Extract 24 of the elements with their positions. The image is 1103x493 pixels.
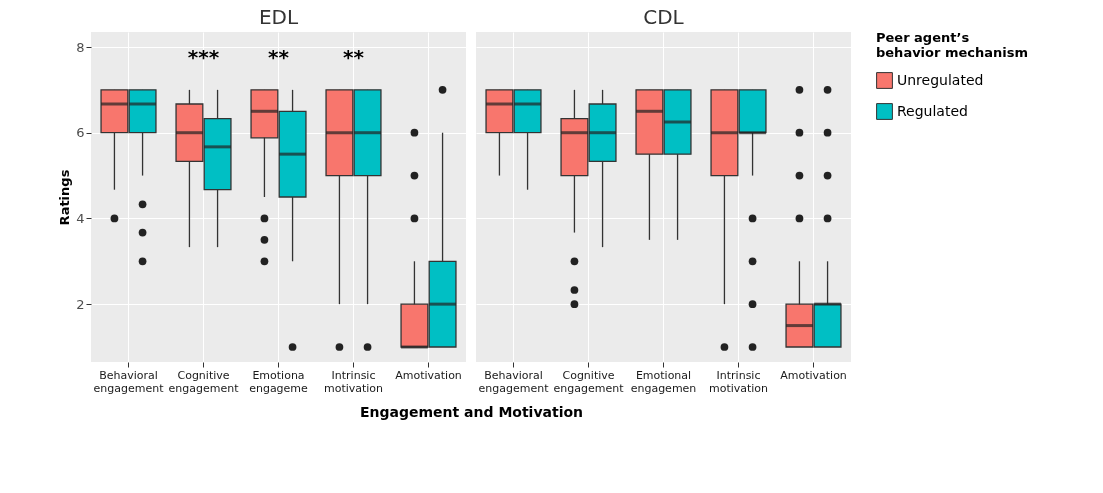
x-tick-label: Intrinsic motivation — [323, 368, 384, 395]
legend-label: Unregulated — [897, 71, 984, 88]
x-tick-label: Intrinsic motivation — [708, 368, 769, 395]
x-tick-label: Cognitive engagement — [168, 368, 240, 395]
x-tick-label: Emotional engagemen — [630, 368, 697, 395]
annotation: ** — [343, 45, 365, 70]
x-tick-label: Amotivation — [395, 368, 462, 382]
chart-title: CDL — [643, 5, 685, 29]
annotation: ** — [268, 45, 290, 70]
y-axis-title: Ratings — [57, 169, 73, 226]
y-tick-label: 6 — [76, 125, 85, 141]
legend-title: Peer agent’s behavior mechanism — [876, 30, 1029, 60]
annotation: *** — [187, 45, 220, 70]
y-tick-label: 2 — [76, 296, 85, 312]
x-axis-title: Engagement and Motivation — [359, 403, 584, 420]
y-tick-label: 8 — [76, 39, 85, 55]
y-tick-label: 4 — [76, 210, 85, 226]
x-tick-label: Cognitive engagement — [553, 368, 625, 395]
x-tick-label: Behavioral engagement — [93, 368, 165, 395]
x-tick-label: Amotivation — [780, 368, 847, 382]
chart-title: EDL — [258, 5, 299, 29]
x-tick-label: Emotiona engageme — [249, 368, 309, 395]
x-tick-label: Behavioral engagement — [478, 368, 550, 395]
legend-label: Regulated — [897, 102, 968, 119]
